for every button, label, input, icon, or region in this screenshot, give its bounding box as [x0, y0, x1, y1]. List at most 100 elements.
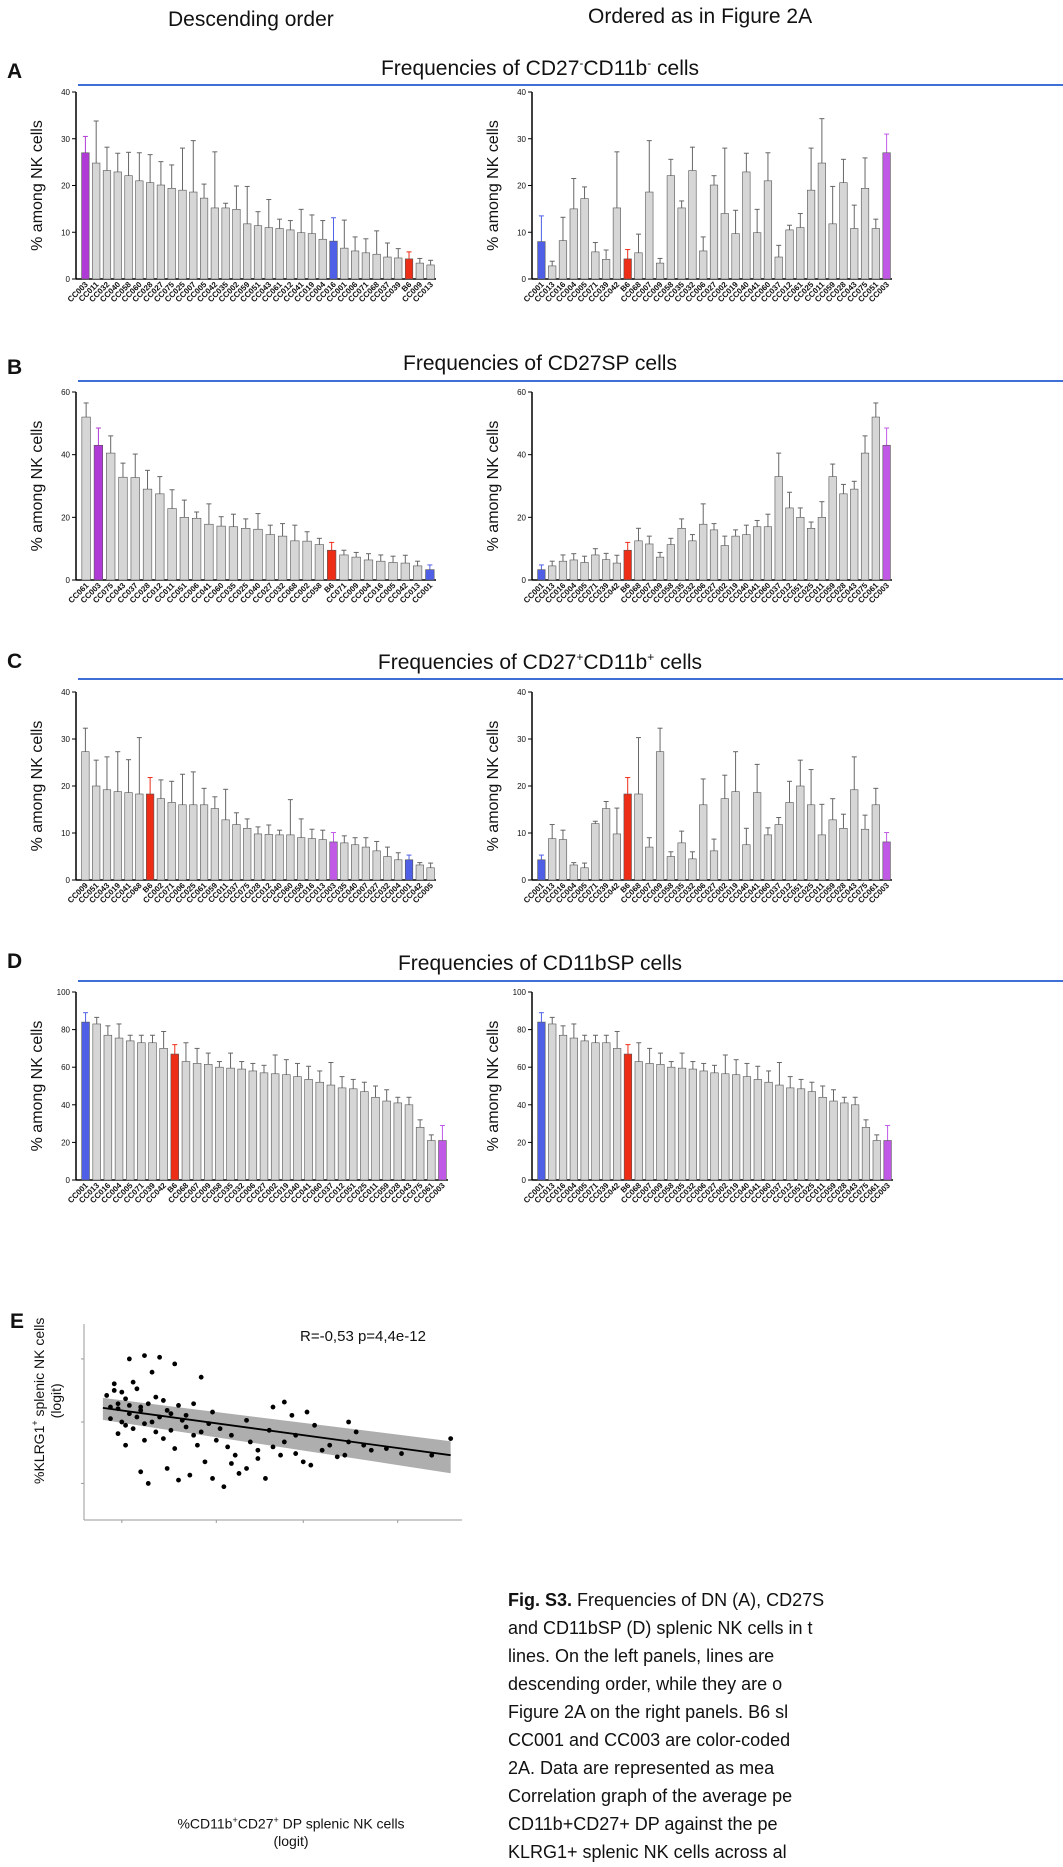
bar — [591, 823, 600, 881]
y-tick-label: 60 — [517, 1063, 526, 1072]
data-point — [115, 1401, 121, 1407]
bar — [774, 824, 783, 881]
bar — [548, 265, 557, 280]
bar — [774, 256, 783, 280]
bar — [394, 859, 403, 881]
y-tick-label: 0 — [522, 275, 527, 284]
bar — [146, 793, 155, 881]
y-tick-label: 0 — [66, 1176, 71, 1185]
bar — [537, 1021, 546, 1181]
bar — [204, 1064, 213, 1181]
y-tick-label: 20 — [61, 513, 70, 522]
data-point — [126, 1356, 132, 1362]
data-point — [327, 1442, 333, 1448]
data-point — [210, 1409, 215, 1415]
bar — [569, 864, 578, 881]
y-tick-label: 20 — [517, 182, 526, 191]
bar — [839, 182, 848, 280]
bar — [286, 229, 295, 280]
bar — [655, 751, 665, 881]
data-point — [123, 1422, 128, 1428]
bar — [329, 240, 338, 280]
data-point — [126, 1411, 132, 1417]
panel-c-title: Frequencies of CD27+CD11b+ cells — [377, 650, 703, 674]
data-point — [160, 1398, 166, 1403]
bar — [189, 191, 198, 280]
bar — [623, 549, 632, 581]
data-point — [236, 1471, 242, 1476]
bar — [277, 535, 288, 581]
data-point — [176, 1477, 181, 1483]
bar — [339, 554, 349, 581]
data-point — [164, 1466, 170, 1471]
y-tick-label: 100 — [513, 988, 527, 997]
bar — [785, 507, 794, 581]
bar — [742, 844, 751, 881]
y-tick-label: 100 — [57, 988, 71, 997]
panel-a-title: Frequencies of CD27-CD11b- cells — [380, 56, 700, 80]
data-point — [142, 1437, 147, 1443]
y-tick-label: 60 — [517, 388, 526, 397]
y-tick-label: 40 — [517, 451, 526, 460]
bar — [81, 152, 90, 280]
bar — [634, 1061, 643, 1181]
data-point — [353, 1429, 359, 1435]
bar — [785, 802, 794, 881]
bar — [818, 1096, 827, 1181]
panel-d-title: Frequencies of CD11bSP cells — [397, 952, 683, 975]
data-point — [255, 1447, 261, 1453]
data-point — [213, 1437, 219, 1443]
panel-letter-e: E — [10, 1310, 25, 1333]
bar — [709, 184, 719, 280]
bar — [237, 1068, 246, 1181]
data-point — [270, 1444, 276, 1450]
bar — [742, 171, 751, 280]
bar — [81, 1021, 90, 1181]
bar — [215, 1066, 224, 1181]
y-tick-label: 0 — [66, 576, 71, 585]
data-point — [153, 1394, 159, 1400]
bar — [415, 1127, 425, 1181]
data-point — [164, 1407, 170, 1413]
bar — [861, 1127, 871, 1181]
bar — [850, 228, 859, 280]
y-tick-label: 10 — [517, 829, 526, 838]
bar — [290, 540, 300, 581]
data-point — [123, 1396, 128, 1402]
bar — [372, 850, 381, 881]
bar — [882, 152, 891, 280]
y-tick-label: 10 — [61, 228, 70, 237]
data-point — [263, 1476, 268, 1481]
data-point — [108, 1416, 113, 1422]
bar — [851, 1104, 860, 1181]
y-tick-label: 40 — [61, 1101, 70, 1110]
data-point — [334, 1454, 340, 1460]
bar — [580, 867, 589, 881]
bar — [286, 834, 295, 881]
data-point — [108, 1404, 113, 1410]
data-point — [384, 1446, 389, 1451]
bar — [763, 180, 773, 280]
bar — [243, 827, 252, 881]
y-tick-label: 40 — [61, 88, 70, 97]
data-point — [225, 1444, 231, 1450]
data-point — [187, 1472, 193, 1478]
panel-b-divider — [78, 380, 1063, 382]
data-point — [168, 1427, 174, 1433]
bar — [602, 559, 611, 581]
bar — [156, 798, 165, 881]
data-point — [198, 1429, 204, 1435]
bar — [732, 1074, 741, 1181]
bar — [204, 523, 214, 581]
y-axis-label: % among NK cells — [29, 721, 46, 852]
bar — [155, 493, 165, 581]
bar — [113, 791, 122, 881]
bar — [415, 262, 424, 280]
bar — [340, 247, 349, 280]
bar — [796, 227, 805, 280]
bar — [623, 1053, 633, 1181]
